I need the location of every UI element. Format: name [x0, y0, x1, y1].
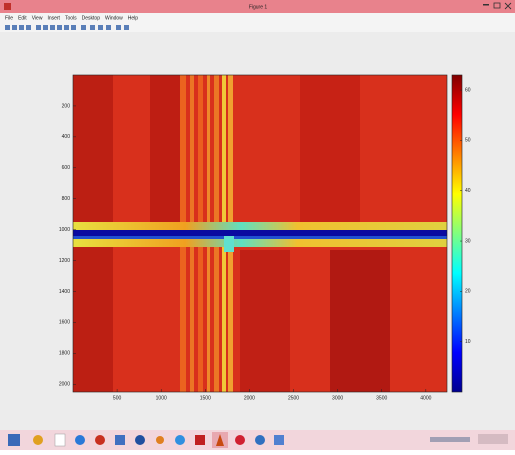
heatmap-region [300, 75, 360, 225]
tool-button[interactable] [36, 25, 41, 30]
taskbar-app[interactable] [75, 435, 85, 445]
tool-button[interactable] [50, 25, 55, 30]
window-title: Figure 1 [249, 4, 268, 10]
menu-item[interactable]: Edit [18, 15, 27, 21]
screen: Figure 1 File Edit View Insert Tools Desktop W… [0, 0, 515, 450]
start-button[interactable] [8, 434, 20, 446]
menu-bar: File Edit View Insert Tools Desktop Window Help [5, 15, 138, 21]
menu-item[interactable]: View [32, 15, 43, 21]
tool-button[interactable] [64, 25, 69, 30]
menu-item[interactable]: Window [105, 15, 123, 21]
tool-button[interactable] [106, 25, 111, 30]
x-tick-label: 3000 [332, 395, 343, 401]
heatmap-band [73, 236, 447, 239]
taskbar-app[interactable] [33, 435, 43, 445]
toolbar [5, 25, 129, 30]
x-tick-label: 500 [113, 395, 122, 401]
y-tick-label: 1400 [59, 289, 70, 295]
y-tick-label: 200 [62, 103, 71, 109]
y-tick-label: 1600 [59, 320, 70, 326]
menu-item[interactable]: Insert [47, 15, 60, 21]
colorbar-tick-label: 10 [465, 339, 471, 345]
colorbar-tick-label: 60 [465, 87, 471, 93]
y-tick-label: 800 [62, 196, 71, 202]
app-icon [4, 3, 11, 10]
taskbar-app[interactable] [156, 436, 164, 444]
tool-button[interactable] [43, 25, 48, 30]
x-tick-label: 3500 [376, 395, 387, 401]
menu-item[interactable]: Help [128, 15, 139, 21]
menu-item[interactable]: File [5, 15, 13, 21]
page: {"window": {"title": "Figure 1"}, "menu"… [0, 0, 515, 450]
colorbar-tick-label: 50 [465, 138, 471, 144]
taskbar-app[interactable] [135, 435, 145, 445]
colorbar-tick-label: 40 [465, 188, 471, 194]
tool-button[interactable] [116, 25, 121, 30]
tool-button[interactable] [124, 25, 129, 30]
heatmap-region [330, 250, 390, 392]
taskbar-app[interactable] [274, 435, 284, 445]
y-tick-label: 600 [62, 165, 71, 171]
heatmap-spot [224, 236, 234, 252]
x-tick-label: 2000 [244, 395, 255, 401]
tool-button[interactable] [5, 25, 10, 30]
tool-button[interactable] [71, 25, 76, 30]
clock[interactable] [478, 434, 508, 444]
menu-toolbar-bg [0, 13, 515, 32]
system-tray[interactable] [430, 437, 470, 442]
heatmap-band [73, 239, 447, 247]
colorbar-tick-label: 20 [465, 289, 471, 295]
menu-item[interactable]: Desktop [82, 15, 101, 21]
y-tick-label: 1000 [59, 227, 70, 233]
colorbar-tick-label: 30 [465, 238, 471, 244]
y-tick-label: 1800 [59, 351, 70, 357]
y-tick-label: 1200 [59, 258, 70, 264]
heatmap-band [73, 230, 447, 236]
tool-button[interactable] [57, 25, 62, 30]
y-tick-label: 400 [62, 134, 71, 140]
tool-button[interactable] [81, 25, 86, 30]
taskbar-app[interactable] [255, 435, 265, 445]
body: Figure 1 File Edit View Insert Tools Desktop W… [0, 0, 515, 450]
tool-button[interactable] [12, 25, 17, 30]
x-tick-label: 4000 [420, 395, 431, 401]
menu-item[interactable]: Tools [65, 15, 77, 21]
x-tick-label: 1000 [156, 395, 167, 401]
heatmap-region [150, 75, 180, 225]
x-tick-label: 1500 [200, 395, 211, 401]
tool-button[interactable] [19, 25, 24, 30]
taskbar-app[interactable] [115, 435, 125, 445]
y-tick-label: 2000 [59, 382, 70, 388]
tool-button[interactable] [26, 25, 31, 30]
taskbar-app[interactable] [55, 434, 65, 446]
heatmap-region [240, 250, 290, 392]
heatmap-image [73, 75, 447, 392]
colorbar [452, 75, 462, 392]
taskbar-app[interactable] [95, 435, 105, 445]
x-tick-label: 2500 [288, 395, 299, 401]
minimize-button[interactable] [483, 4, 489, 6]
tool-button[interactable] [98, 25, 103, 30]
tool-button[interactable] [90, 25, 95, 30]
taskbar-app[interactable] [175, 435, 185, 445]
heatmap-band [73, 222, 447, 230]
taskbar-app[interactable] [195, 435, 205, 445]
taskbar-app[interactable] [235, 435, 245, 445]
